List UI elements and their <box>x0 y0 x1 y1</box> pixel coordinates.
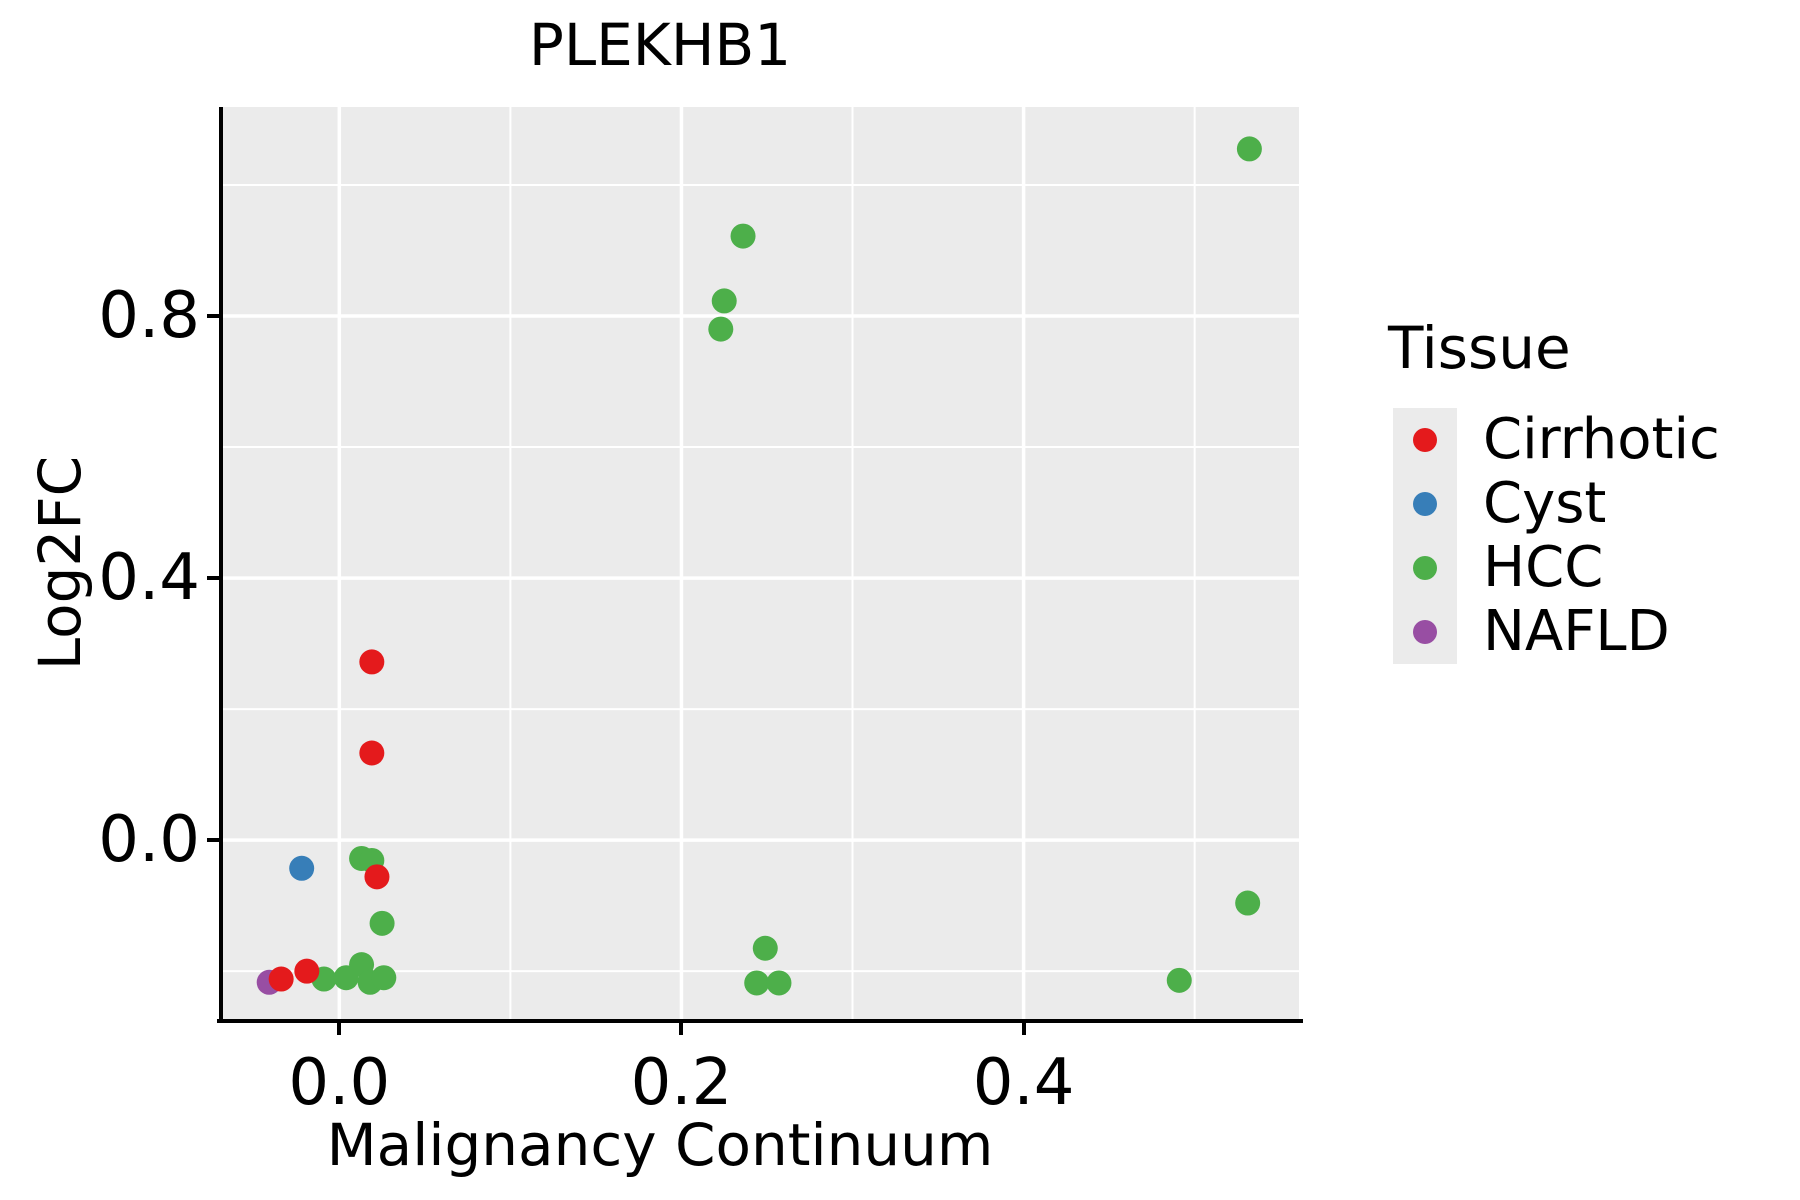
legend-key <box>1393 408 1457 472</box>
legend-title: Tissue <box>1388 314 1571 382</box>
data-point-cyst <box>289 855 315 881</box>
data-point-cirrhotic <box>359 649 385 675</box>
legend-dot-nafld <box>1413 620 1437 644</box>
y-tick-mark <box>207 576 219 581</box>
scatter-plot-canvas <box>223 107 1299 1019</box>
legend-item-cirrhotic: Cirrhotic <box>1393 408 1720 472</box>
data-point-cirrhotic <box>268 966 294 992</box>
legend-dot-cyst <box>1413 492 1437 516</box>
legend-item-cyst: Cyst <box>1393 472 1720 536</box>
data-point-hcc <box>752 935 778 961</box>
plot-title: PLEKHB1 <box>528 11 792 79</box>
legend-label-nafld: NAFLD <box>1483 599 1670 664</box>
data-point-hcc <box>766 970 792 996</box>
y-axis-line <box>219 107 223 1023</box>
data-point-cirrhotic <box>294 958 320 984</box>
legend: Tissue Cirrhotic Cyst HCC NAFLD <box>1388 312 1720 664</box>
y-tick-label: 0.4 <box>98 541 200 616</box>
legend-dot-hcc <box>1413 556 1437 580</box>
legend-dot-cirrhotic <box>1413 428 1437 452</box>
data-point-hcc <box>711 288 737 314</box>
x-tick-label: 0.4 <box>972 1046 1075 1120</box>
legend-item-hcc: HCC <box>1393 536 1720 600</box>
data-point-hcc <box>1166 967 1192 993</box>
x-tick-mark <box>679 1023 684 1035</box>
legend-key <box>1393 600 1457 664</box>
y-tick-label: 0.0 <box>98 803 200 878</box>
legend-label-hcc: HCC <box>1483 535 1604 600</box>
data-point-hcc <box>371 965 397 991</box>
x-tick-label: 0.0 <box>288 1046 391 1120</box>
x-tick-mark <box>1021 1023 1026 1035</box>
x-tick-mark <box>337 1023 342 1035</box>
x-axis-line <box>217 1019 1303 1023</box>
legend-item-nafld: NAFLD <box>1393 600 1720 664</box>
legend-key <box>1393 472 1457 536</box>
legend-label-cirrhotic: Cirrhotic <box>1483 407 1720 472</box>
y-tick-mark <box>207 838 219 843</box>
plot-panel <box>223 107 1299 1019</box>
data-point-hcc <box>369 910 395 936</box>
legend-label-cyst: Cyst <box>1483 471 1607 536</box>
data-point-hcc <box>1236 136 1262 162</box>
legend-rows: Cirrhotic Cyst HCC NAFLD <box>1393 408 1720 664</box>
x-axis-title: Malignancy Continuum <box>326 1111 994 1179</box>
data-point-hcc <box>744 970 770 996</box>
data-point-cirrhotic <box>359 740 385 766</box>
data-point-cirrhotic <box>364 864 390 890</box>
y-tick-label: 0.8 <box>98 279 200 353</box>
data-point-hcc <box>1235 890 1261 916</box>
data-point-hcc <box>708 316 734 342</box>
data-point-hcc <box>730 223 756 249</box>
y-tick-mark <box>207 314 219 318</box>
x-tick-label: 0.2 <box>630 1046 733 1120</box>
legend-key <box>1393 536 1457 600</box>
